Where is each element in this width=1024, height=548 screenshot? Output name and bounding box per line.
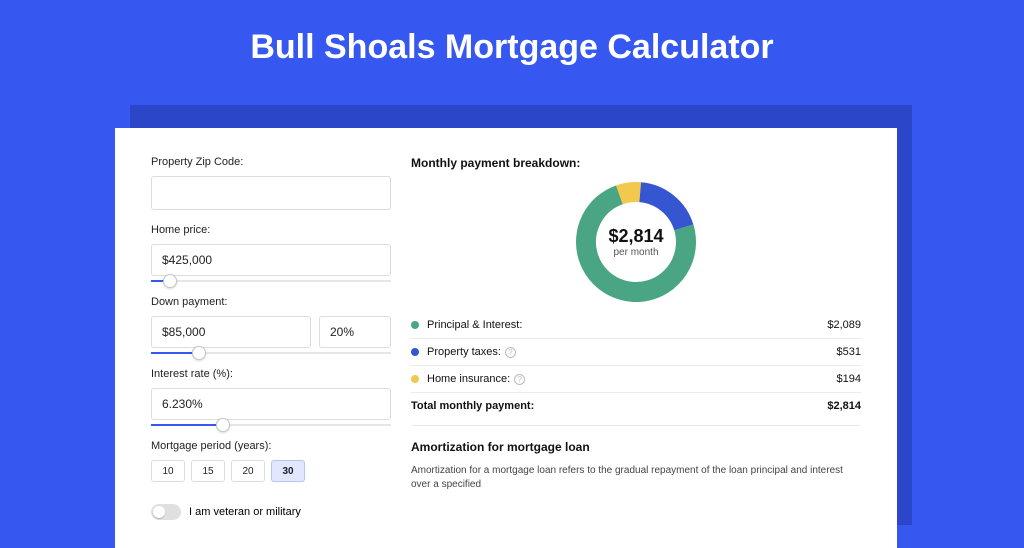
legend-dot (411, 375, 419, 383)
period-option-20[interactable]: 20 (231, 460, 265, 482)
amortization-section: Amortization for mortgage loan Amortizat… (411, 425, 861, 492)
mortgage-period-label: Mortgage period (years): (151, 440, 391, 452)
home-price-input[interactable] (151, 244, 391, 276)
veteran-toggle[interactable] (151, 504, 181, 520)
interest-rate-field: Interest rate (%): (151, 368, 391, 426)
legend-dot (411, 348, 419, 356)
legend-label: Home insurance: ? (427, 373, 837, 385)
total-row: Total monthly payment: $2,814 (411, 392, 861, 419)
zip-field: Property Zip Code: (151, 156, 391, 210)
veteran-toggle-knob (153, 506, 165, 518)
down-payment-label: Down payment: (151, 296, 391, 308)
mortgage-period-field: Mortgage period (years): 10 15 20 30 (151, 440, 391, 482)
legend-row: Principal & Interest:$2,089 (411, 312, 861, 338)
legend-amount: $531 (837, 346, 861, 358)
legend-amount: $2,089 (827, 319, 861, 331)
total-amount: $2,814 (827, 400, 861, 412)
donut-center: $2,814 per month (576, 182, 696, 302)
donut-center-value: $2,814 (608, 226, 663, 247)
home-price-slider[interactable] (151, 280, 391, 282)
legend-amount: $194 (837, 373, 861, 385)
interest-rate-slider-fill (151, 424, 223, 426)
interest-rate-slider-thumb[interactable] (216, 418, 230, 432)
donut-center-sub: per month (613, 247, 658, 258)
calculator-card: Property Zip Code: Home price: Down paym… (115, 128, 897, 548)
down-payment-amount-input[interactable] (151, 316, 311, 348)
down-payment-slider-thumb[interactable] (192, 346, 206, 360)
interest-rate-input[interactable] (151, 388, 391, 420)
amortization-text: Amortization for a mortgage loan refers … (411, 464, 861, 492)
interest-rate-slider[interactable] (151, 424, 391, 426)
form-column: Property Zip Code: Home price: Down paym… (151, 156, 391, 548)
payment-donut-chart: $2,814 per month (576, 182, 696, 302)
period-option-30[interactable]: 30 (271, 460, 305, 482)
down-payment-percent-input[interactable] (319, 316, 391, 348)
breakdown-title: Monthly payment breakdown: (411, 156, 861, 170)
legend-dot (411, 321, 419, 329)
interest-rate-label: Interest rate (%): (151, 368, 391, 380)
amortization-title: Amortization for mortgage loan (411, 440, 861, 454)
home-price-label: Home price: (151, 224, 391, 236)
legend: Principal & Interest:$2,089Property taxe… (411, 312, 861, 392)
legend-label: Principal & Interest: (427, 319, 827, 331)
veteran-row: I am veteran or military (151, 504, 391, 520)
legend-label: Property taxes: ? (427, 346, 837, 358)
zip-input[interactable] (151, 176, 391, 210)
period-option-10[interactable]: 10 (151, 460, 185, 482)
mortgage-period-options: 10 15 20 30 (151, 460, 391, 482)
down-payment-field: Down payment: (151, 296, 391, 354)
home-price-field: Home price: (151, 224, 391, 282)
home-price-slider-thumb[interactable] (163, 274, 177, 288)
down-payment-slider[interactable] (151, 352, 391, 354)
help-icon[interactable]: ? (514, 374, 525, 385)
donut-wrap: $2,814 per month (411, 176, 861, 312)
legend-row: Home insurance: ?$194 (411, 365, 861, 392)
veteran-label: I am veteran or military (189, 506, 301, 518)
period-option-15[interactable]: 15 (191, 460, 225, 482)
breakdown-column: Monthly payment breakdown: $2,814 per mo… (411, 156, 861, 548)
total-label: Total monthly payment: (411, 400, 827, 412)
page-title: Bull Shoals Mortgage Calculator (0, 0, 1024, 89)
zip-label: Property Zip Code: (151, 156, 391, 168)
help-icon[interactable]: ? (505, 347, 516, 358)
legend-row: Property taxes: ?$531 (411, 338, 861, 365)
